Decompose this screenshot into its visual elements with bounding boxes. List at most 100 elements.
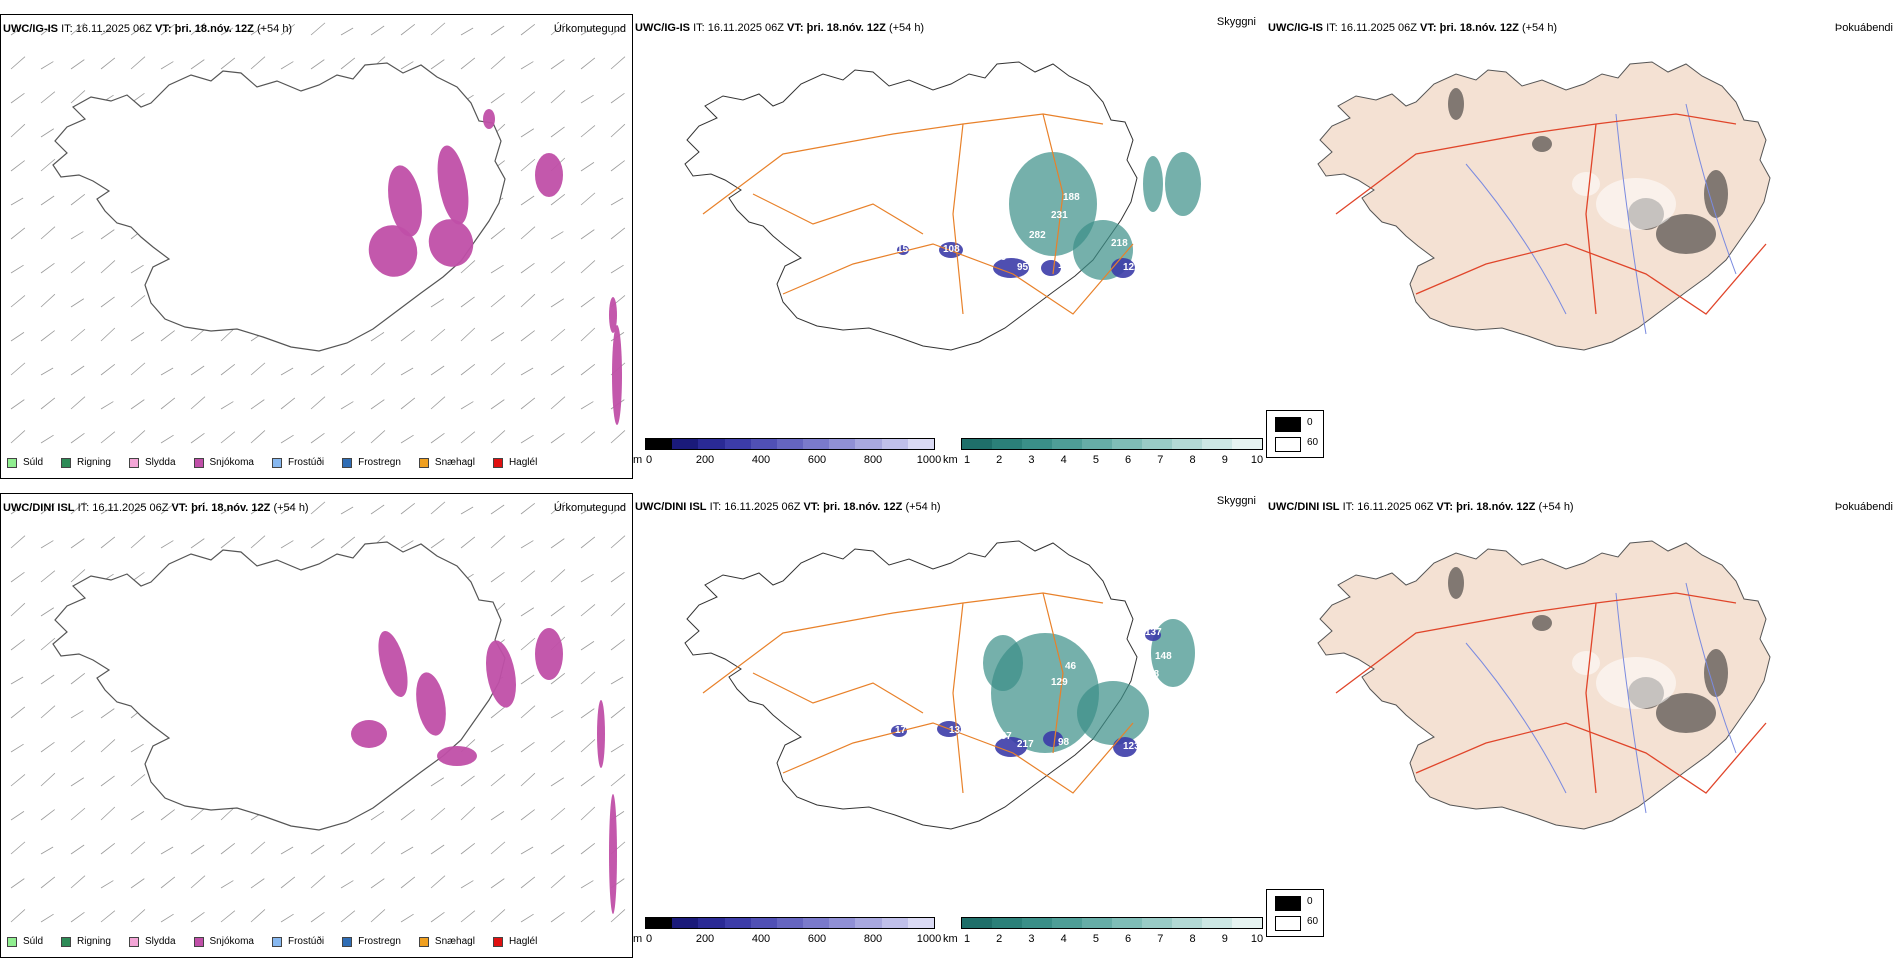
colorbar-segment <box>724 918 751 928</box>
wind-barb <box>100 506 114 515</box>
wind-barb <box>400 913 414 923</box>
panel-title: Skyggni <box>1216 495 1256 507</box>
wind-barb <box>160 397 176 410</box>
colorbar-tick: 800 <box>863 933 883 945</box>
wind-barb <box>550 365 565 376</box>
wind-barb <box>370 811 385 821</box>
wind-barb <box>550 844 565 855</box>
wind-barb <box>310 844 325 855</box>
wind-barb <box>400 809 415 821</box>
wind-barb <box>520 91 536 104</box>
precip-legend: Súld Rigning Slydda Snjókoma Frostúði Fr… <box>7 457 537 468</box>
wind-barb <box>610 676 624 685</box>
wind-barb <box>40 607 55 617</box>
legend-item: Súld <box>7 936 43 947</box>
visibility-area <box>1009 152 1097 256</box>
colorbar-segment <box>855 439 882 449</box>
wind-barb <box>580 775 595 787</box>
wind-barb <box>10 571 25 583</box>
wind-barb <box>520 570 536 583</box>
road <box>1335 592 1737 694</box>
fog-area <box>1656 693 1716 733</box>
wind-barb <box>400 367 414 376</box>
wind-barb <box>520 23 536 36</box>
road-network <box>1335 592 1767 794</box>
visibility-areas <box>897 152 1201 280</box>
wind-barb <box>550 777 565 787</box>
wind-barb <box>100 327 116 342</box>
wind-barb <box>10 676 24 685</box>
wind-barb <box>190 22 206 36</box>
colorbar-segment <box>855 918 882 928</box>
snow-area <box>535 628 563 680</box>
wind-barb <box>550 875 566 889</box>
visibility-area <box>1143 156 1163 212</box>
wind-barb <box>220 842 236 855</box>
wind-barb <box>130 504 145 515</box>
wind-barb <box>580 880 594 889</box>
colorbar-tick: 5 <box>1092 933 1099 945</box>
wind-barb <box>10 362 26 376</box>
wind-barb <box>250 909 266 923</box>
colorbar-strip <box>645 438 935 450</box>
wind-barb <box>340 27 354 36</box>
wind-barb <box>40 876 56 889</box>
wind-barb <box>160 876 176 889</box>
wind-barb <box>580 641 595 651</box>
wind-barb <box>580 229 595 240</box>
colorbar-segment <box>829 918 856 928</box>
wind-barb <box>40 809 55 821</box>
wind-barb <box>580 431 596 444</box>
wind-barb <box>490 264 504 274</box>
colorbar-tick: 200 <box>695 454 715 466</box>
road <box>752 193 924 235</box>
iceland-outline <box>684 540 1138 830</box>
wind-barb <box>160 434 174 444</box>
snow-area <box>483 109 495 129</box>
cloud-base-area <box>995 737 1027 757</box>
wind-barb <box>460 327 476 342</box>
wind-barb <box>400 846 414 855</box>
wind-barb <box>430 22 446 36</box>
snow-area <box>597 700 605 768</box>
fog-key-swatch <box>1275 896 1301 911</box>
wind-barb <box>220 431 236 444</box>
wind-barb <box>10 706 26 719</box>
wind-barb <box>400 23 416 36</box>
wind-barb <box>580 125 596 138</box>
wind-barb <box>460 260 476 274</box>
value-label: 188 <box>1063 192 1080 203</box>
wind-barb <box>430 365 445 376</box>
wind-barb <box>370 878 385 889</box>
wind-barb <box>490 909 506 923</box>
wind-barb <box>520 502 536 515</box>
visibility-map-2: 137 148 98 46 129 17 133 187 217 98 123 <box>684 540 1195 830</box>
wind-barb <box>10 504 25 515</box>
value-label: 218 <box>1111 238 1128 249</box>
colorbar-segment <box>1142 918 1172 928</box>
wind-barb <box>460 506 474 515</box>
wind-barb <box>100 880 114 889</box>
wind-barb <box>10 909 26 923</box>
wind-barb <box>310 538 325 549</box>
snow-area <box>351 720 387 748</box>
colorbar-segment <box>646 439 673 449</box>
legend-item: Rigning <box>61 936 111 947</box>
wind-barb <box>550 538 565 549</box>
wind-barb <box>340 910 356 923</box>
value-label: 122 <box>1123 262 1140 273</box>
wind-barb <box>130 535 146 549</box>
wind-barb <box>490 571 505 583</box>
wind-barb <box>250 878 265 889</box>
wind-barb <box>70 328 86 342</box>
wind-barb <box>160 809 175 821</box>
wind-barb <box>220 57 236 70</box>
wind-barb <box>430 844 445 855</box>
colorbar-tick: 7 <box>1157 933 1164 945</box>
wind-barb <box>250 504 265 515</box>
wind-barb <box>10 774 26 787</box>
panel-title: Þokuábendi <box>1834 22 1893 34</box>
road <box>1042 113 1064 275</box>
wind-barb <box>40 397 56 410</box>
colorbar-strip <box>645 917 935 929</box>
